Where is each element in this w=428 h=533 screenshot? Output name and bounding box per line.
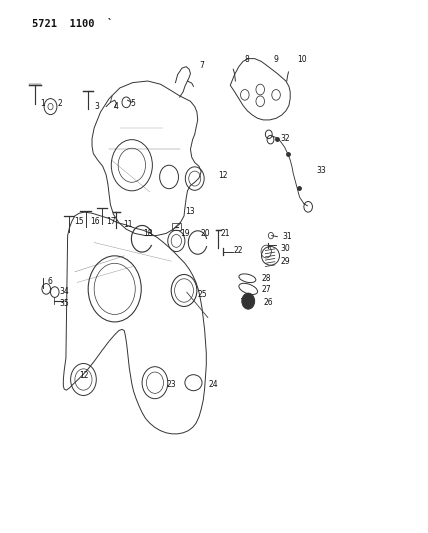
Text: 11: 11	[123, 221, 133, 229]
Text: 30: 30	[280, 245, 290, 253]
Text: 1: 1	[41, 100, 45, 108]
Text: 31: 31	[282, 232, 292, 241]
Circle shape	[242, 293, 255, 309]
Text: 18: 18	[143, 230, 153, 238]
Text: 32: 32	[280, 134, 290, 143]
Text: 15: 15	[74, 217, 83, 226]
Text: 25: 25	[198, 290, 207, 299]
Text: 28: 28	[262, 274, 271, 282]
Text: 35: 35	[59, 300, 69, 308]
Text: 12: 12	[218, 172, 228, 180]
Text: 22: 22	[233, 246, 243, 255]
Text: 16: 16	[90, 217, 99, 226]
Text: 12: 12	[79, 372, 89, 380]
Text: 13: 13	[185, 207, 194, 215]
Text: 24: 24	[209, 381, 218, 389]
Text: 9: 9	[273, 55, 278, 64]
Text: 6: 6	[48, 277, 53, 286]
Text: 7: 7	[199, 61, 204, 69]
Text: 2: 2	[58, 100, 62, 108]
Text: 5721  1100  `: 5721 1100 `	[32, 19, 113, 29]
Text: 26: 26	[263, 298, 273, 306]
Text: 21: 21	[221, 230, 230, 238]
Text: 4: 4	[113, 102, 118, 111]
Text: 33: 33	[317, 166, 327, 175]
Text: 19: 19	[180, 230, 189, 238]
Text: 34: 34	[59, 287, 69, 296]
Text: 3: 3	[94, 102, 99, 111]
Text: 23: 23	[166, 381, 175, 389]
Text: 8: 8	[245, 55, 250, 64]
Text: 17: 17	[106, 217, 116, 226]
Text: 20: 20	[200, 230, 210, 238]
Text: 10: 10	[297, 55, 307, 64]
Text: 29: 29	[280, 257, 290, 265]
Text: 5: 5	[131, 100, 135, 108]
Text: 27: 27	[262, 285, 271, 294]
